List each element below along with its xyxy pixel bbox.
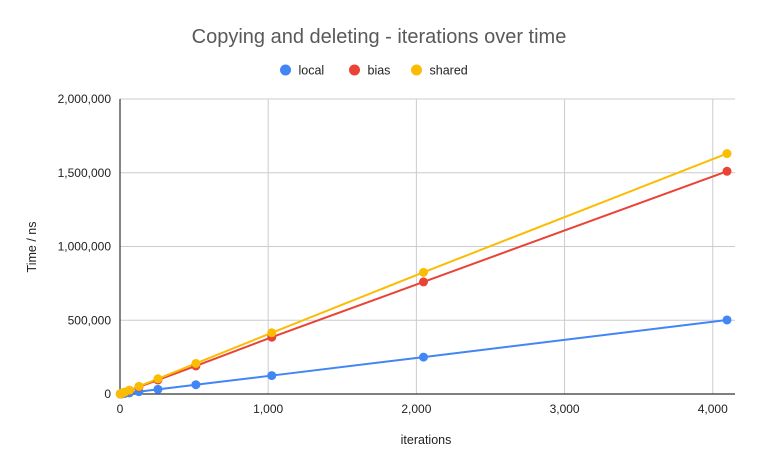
legend-label-bias: bias bbox=[368, 64, 391, 78]
legend-marker-shared bbox=[411, 64, 422, 76]
axes: 0 500,000 1,000,000 1,500,000 2,000,000 0 1,00… bbox=[58, 92, 735, 416]
chart-title: Copying and deleting - iterations over t… bbox=[192, 26, 567, 48]
legend-label-shared: shared bbox=[430, 64, 468, 78]
y-tick-label: 1,500,000 bbox=[58, 166, 112, 180]
data-point-shared bbox=[191, 358, 201, 368]
x-tick-label: 0 bbox=[117, 402, 124, 416]
data-point-local bbox=[191, 380, 201, 390]
legend-marker-local bbox=[280, 64, 291, 76]
y-tick-label: 0 bbox=[104, 387, 111, 401]
y-tick-label: 1,000,000 bbox=[58, 240, 112, 254]
x-axis-title: iterations bbox=[401, 433, 452, 447]
y-tick-label: 500,000 bbox=[68, 313, 112, 327]
y-axis-title: Time / ns bbox=[25, 222, 39, 273]
y-tick-label: 2,000,000 bbox=[58, 92, 112, 106]
data-point-shared bbox=[134, 381, 144, 391]
data-point-bias bbox=[418, 277, 428, 287]
data-point-shared bbox=[124, 385, 134, 395]
data-point-local bbox=[267, 371, 277, 381]
data-point-bias bbox=[722, 166, 732, 176]
legend-marker-bias bbox=[349, 64, 360, 76]
series-points bbox=[115, 149, 732, 399]
data-point-local bbox=[418, 352, 428, 362]
gridlines bbox=[120, 98, 735, 394]
data-point-local bbox=[722, 315, 732, 325]
data-point-shared bbox=[722, 149, 732, 159]
chart-legend: local bias shared bbox=[280, 64, 468, 78]
legend-label-local: local bbox=[299, 64, 325, 78]
x-tick-label: 3,000 bbox=[550, 402, 580, 416]
data-point-local bbox=[153, 384, 163, 394]
data-point-shared bbox=[153, 374, 163, 384]
data-point-shared bbox=[418, 267, 428, 277]
data-point-shared bbox=[267, 328, 277, 338]
x-tick-label: 4,000 bbox=[698, 402, 728, 416]
x-tick-label: 1,000 bbox=[253, 402, 283, 416]
x-tick-label: 2,000 bbox=[401, 402, 431, 416]
